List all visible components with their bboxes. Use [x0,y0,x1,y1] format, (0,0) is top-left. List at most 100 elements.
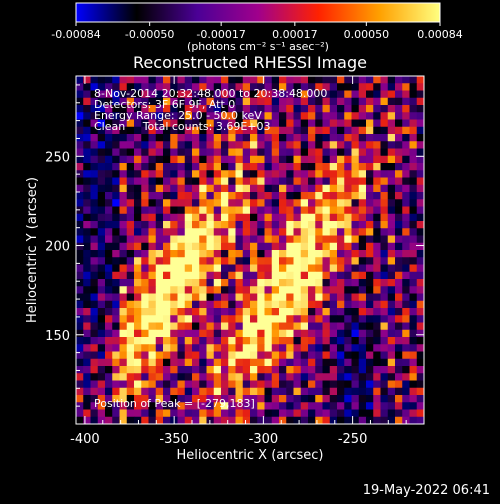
heatmap-cell [315,163,323,171]
heatmap-cell [177,163,186,171]
heatmap-cell [387,221,396,229]
heatmap-cell [242,206,251,215]
heatmap-cell [395,76,403,84]
heatmap-cell [264,228,273,236]
heatmap-cell [308,97,316,106]
heatmap-cell [105,387,113,396]
heatmap-cell [351,148,360,157]
heatmap-cell [163,279,171,287]
heatmap-cell [221,97,229,106]
heatmap-cell [409,235,418,244]
heatmap-cell [315,373,323,381]
heatmap-cell [184,126,193,135]
heatmap-cell [221,329,229,338]
heatmap-cell [315,97,323,106]
heatmap-cell [112,416,120,425]
heatmap-cell [192,286,200,294]
heatmap-cell [322,206,331,215]
heatmap-cell [83,97,91,106]
heatmap-cell [329,402,338,410]
heatmap-cell [83,83,91,91]
heatmap-cell [163,380,171,389]
heatmap-cell [395,308,403,316]
heatmap-cell [300,126,309,135]
heatmap-cell [184,308,193,316]
heatmap-cell [293,192,302,200]
heatmap-cell [366,83,374,91]
heatmap-cell [308,141,316,149]
heatmap-cell [322,134,331,142]
heatmap-cell [387,373,396,381]
heatmap-cell [351,228,360,236]
heatmap-cell [155,97,164,106]
heatmap-cell [141,235,149,244]
heatmap-cell [148,366,157,374]
heatmap-cell [134,257,142,265]
heatmap-cell [97,119,106,128]
heatmap-cell [105,119,113,128]
heatmap-cell [235,337,244,345]
heatmap-cell [402,105,410,113]
heatmap-cell [199,97,207,106]
heatmap-cell [271,257,280,265]
heatmap-cell [112,395,120,403]
y-tick-label: 200 [45,240,70,255]
heatmap-cell [228,387,236,396]
heatmap-cell [337,344,345,352]
heatmap-cell [344,76,352,84]
heatmap-cell [329,242,338,251]
heatmap-cell [105,228,113,236]
heatmap-cell [105,286,113,294]
heatmap-cell [264,264,273,273]
heatmap-cell [293,148,302,157]
heatmap-cell [221,358,229,367]
heatmap-cell [322,105,331,113]
heatmap-cell [163,300,171,309]
heatmap-cell [264,373,273,381]
heatmap-cell [250,279,258,287]
heatmap-cell [271,293,280,302]
heatmap-cell [279,76,287,84]
heatmap-cell [134,242,142,251]
heatmap-cell [286,402,294,410]
heatmap-cell [308,184,316,193]
heatmap-cell [221,337,229,345]
heatmap-cell [112,199,120,207]
heatmap-cell [416,402,425,410]
heatmap-cell [395,395,403,403]
heatmap-cell [97,308,106,316]
heatmap-cell [126,134,135,142]
colorbar-ticks: -0.00084 -0.00050 -0.00017 0.00017 0.00050 0.… [51,22,463,41]
heatmap-cell [170,271,178,280]
heatmap-cell [395,300,403,309]
heatmap-cell [271,380,280,389]
heatmap-cell [286,329,294,338]
heatmap-cell [213,286,222,294]
heatmap-cell [155,387,164,396]
heatmap-cell [83,112,91,120]
heatmap-cell [242,184,251,193]
heatmap-cell [322,315,331,323]
heatmap-cell [199,134,207,142]
heatmap-cell [279,279,287,287]
heatmap-cell [250,126,258,135]
heatmap-cell [366,279,374,287]
heatmap-cell [90,315,99,323]
heatmap-cell [409,90,418,99]
heatmap-cell [134,322,142,331]
heatmap-cell [228,213,236,222]
heatmap-cell [322,409,331,418]
heatmap-cell [184,300,193,309]
heatmap-cell [126,344,135,352]
heatmap-cell [134,177,142,186]
heatmap-cell [300,235,309,244]
heatmap-cell [286,264,294,273]
heatmap-cell [264,242,273,251]
heatmap-cell [300,90,309,99]
heatmap-cell [141,366,149,374]
heatmap-cell [97,373,106,381]
heatmap-cell [351,163,360,171]
heatmap-cell [409,184,418,193]
heatmap-cell [170,264,178,273]
heatmap-cell [170,119,178,128]
